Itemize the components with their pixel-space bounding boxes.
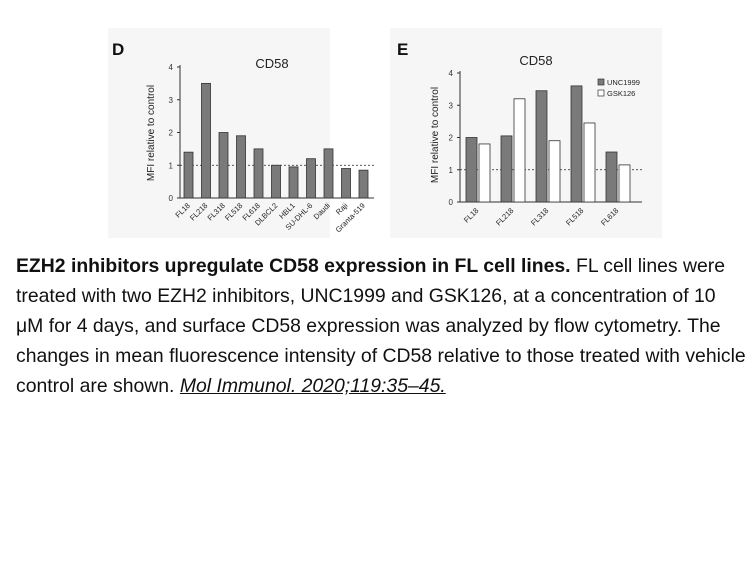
panel-e-bar-gsk126: [548, 140, 561, 203]
figure-caption: EZH2 inhibitors upregulate CD58 expressi…: [16, 251, 746, 401]
panel-d-bar: [253, 148, 264, 199]
panel-e-background: [390, 28, 662, 238]
panel-e-legend-label-unc1999: UNC1999: [607, 78, 640, 87]
panel-e-bar-gsk126: [618, 164, 631, 203]
panel-e-y-axis-label: MFI relative to control: [430, 87, 441, 183]
panel-d-bar: [306, 158, 316, 199]
panel-e-legend-swatch-unc1999: [597, 78, 605, 86]
panel-d-bar: [358, 169, 369, 199]
panel-e-bar-unc1999: [500, 135, 513, 203]
panel-d-y-tick-label: 0: [169, 194, 174, 203]
panel-e-bar-unc1999: [465, 137, 478, 203]
panel-e-bar-gsk126: [513, 98, 526, 203]
panel-d-bar: [341, 168, 351, 199]
panel-d-bar: [288, 166, 299, 199]
panel-d-bar: [183, 151, 194, 199]
panel-d-bar: [271, 164, 281, 199]
panel-e-bar-unc1999: [570, 85, 583, 203]
figure: D CD58 0 1 2 3 4 MFI relative to control FL18 FL2…: [0, 0, 756, 250]
panel-e-legend-swatch-gsk126: [597, 89, 605, 97]
panel-e-y-tick-label: 1: [449, 166, 454, 175]
panel-e-label: E: [397, 40, 408, 59]
panel-d-y-tick-label: 2: [169, 129, 174, 138]
panel-e-y-tick-label: 2: [449, 134, 454, 143]
panel-d-y-axis-label: MFI relative to control: [146, 85, 157, 181]
panel-d-title: CD58: [255, 56, 288, 71]
panel-d-bar: [323, 148, 334, 199]
panel-e-y-tick-label: 4: [449, 69, 454, 78]
panel-e-bar-gsk126: [478, 143, 491, 203]
panel-e-y-tick-label: 0: [449, 198, 454, 207]
panel-d-bar: [201, 82, 211, 199]
panel-d-label: D: [112, 40, 124, 59]
panel-e-y-tick-label: 3: [449, 101, 454, 110]
panel-d-bar: [218, 132, 229, 199]
panel-e-legend-label-gsk126: GSK126: [607, 89, 635, 98]
panel-e-bar-gsk126: [583, 122, 596, 203]
panel-d-bar: [236, 135, 246, 199]
caption-title: EZH2 inhibitors upregulate CD58 expressi…: [16, 255, 571, 277]
panel-e-bar-unc1999: [535, 90, 548, 203]
panel-d-y-tick-label: 1: [169, 161, 174, 170]
panel-e-bar-unc1999: [605, 151, 618, 203]
panel-d-y-tick-label: 4: [169, 63, 174, 72]
caption-citation-link[interactable]: Mol Immunol. 2020;119:35–45.: [179, 375, 446, 397]
panel-d-y-tick-label: 3: [169, 96, 174, 105]
panel-e-title: CD58: [519, 53, 552, 68]
caption-body: FL cell lines were treated with two EZH2…: [16, 255, 746, 397]
